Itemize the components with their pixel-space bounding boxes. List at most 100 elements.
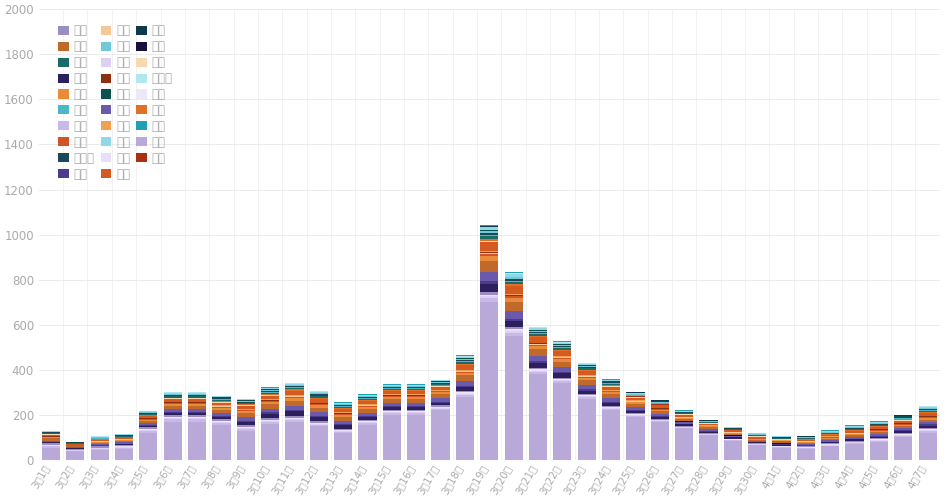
Bar [139, 416, 158, 418]
Bar [529, 374, 548, 460]
Bar [310, 399, 328, 403]
Bar [139, 426, 158, 428]
Bar [553, 368, 571, 372]
Bar [42, 443, 60, 445]
Bar [163, 404, 182, 406]
Bar [675, 424, 693, 426]
Bar [821, 440, 839, 442]
Bar [261, 390, 279, 391]
Bar [359, 401, 377, 404]
Bar [285, 395, 304, 396]
Bar [480, 284, 498, 292]
Bar [602, 406, 620, 407]
Bar [529, 334, 548, 336]
Bar [188, 406, 206, 409]
Bar [310, 417, 328, 421]
Bar [139, 430, 158, 431]
Bar [894, 416, 913, 418]
Bar [504, 281, 523, 282]
Bar [626, 416, 645, 417]
Bar [212, 400, 230, 401]
Bar [42, 437, 60, 438]
Bar [821, 435, 839, 436]
Bar [163, 422, 182, 460]
Bar [700, 432, 717, 433]
Bar [261, 391, 279, 392]
Bar [456, 393, 474, 394]
Bar [285, 400, 304, 406]
Bar [626, 402, 645, 404]
Bar [139, 415, 158, 416]
Bar [139, 413, 158, 414]
Bar [237, 404, 255, 405]
Bar [212, 398, 230, 400]
Bar [456, 356, 474, 358]
Bar [188, 396, 206, 398]
Bar [310, 424, 328, 425]
Bar [115, 442, 133, 444]
Bar [310, 408, 328, 412]
Bar [480, 256, 498, 260]
Bar [359, 396, 377, 397]
Bar [139, 414, 158, 415]
Bar [504, 276, 523, 278]
Bar [91, 450, 109, 460]
Bar [285, 410, 304, 412]
Bar [553, 343, 571, 344]
Bar [188, 413, 206, 416]
Bar [504, 321, 523, 327]
Bar [724, 441, 742, 460]
Bar [212, 405, 230, 406]
Bar [504, 298, 523, 302]
Bar [894, 418, 913, 419]
Bar [334, 424, 352, 426]
Bar [285, 385, 304, 386]
Bar [382, 410, 401, 412]
Bar [456, 394, 474, 397]
Bar [846, 442, 864, 443]
Bar [188, 422, 206, 460]
Bar [869, 442, 888, 460]
Bar [310, 392, 328, 393]
Bar [700, 431, 717, 432]
Bar [675, 419, 693, 422]
Bar [310, 412, 328, 416]
Bar [163, 410, 182, 412]
Bar [261, 396, 279, 399]
Bar [553, 359, 571, 362]
Bar [407, 413, 426, 415]
Bar [188, 404, 206, 406]
Bar [748, 441, 767, 442]
Bar [359, 417, 377, 420]
Bar [846, 429, 864, 430]
Bar [334, 404, 352, 405]
Bar [334, 412, 352, 413]
Bar [894, 424, 913, 425]
Bar [578, 367, 596, 368]
Bar [407, 387, 426, 388]
Bar [334, 407, 352, 408]
Bar [772, 445, 791, 446]
Bar [650, 420, 669, 421]
Bar [504, 282, 523, 284]
Bar [650, 406, 669, 407]
Bar [480, 239, 498, 241]
Bar [480, 292, 498, 295]
Bar [480, 242, 498, 250]
Bar [163, 396, 182, 398]
Bar [407, 406, 426, 407]
Bar [115, 441, 133, 442]
Legend: 河北, 江苏, 安徽, 浙江, 河南, 江西, 山东, 辽宁, 黑龙江, 福建, 海南, 四川, 山西, 广西, 云南, 广东, 新疆, 湖北, 天津, 北京,: 河北, 江苏, 安徽, 浙江, 河南, 江西, 山东, 辽宁, 黑龙江, 福建,… [54, 20, 177, 186]
Bar [553, 348, 571, 350]
Bar [650, 402, 669, 403]
Bar [42, 446, 60, 448]
Bar [456, 365, 474, 370]
Bar [212, 420, 230, 421]
Bar [553, 382, 571, 384]
Bar [578, 396, 596, 398]
Bar [724, 440, 742, 441]
Bar [894, 431, 913, 433]
Bar [407, 390, 426, 391]
Bar [456, 376, 474, 381]
Bar [846, 443, 864, 444]
